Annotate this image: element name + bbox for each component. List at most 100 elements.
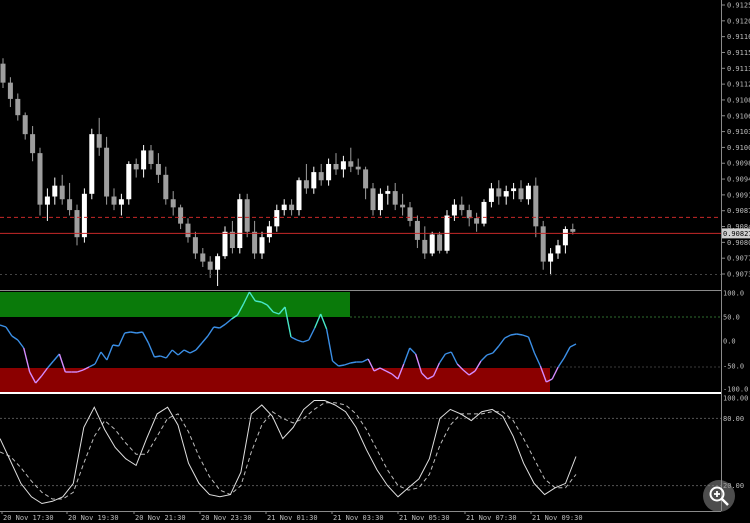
stoch-signal-line [0, 402, 577, 500]
cci-line-segment [308, 327, 316, 341]
cci-line-segment [183, 349, 191, 354]
candle-body [459, 204, 465, 211]
candle-body [141, 150, 147, 170]
time-tick-label: 21 Nov 07:30 [466, 514, 517, 522]
candle-body [318, 172, 324, 181]
cci-line-segment [344, 362, 351, 366]
candle-body [74, 210, 80, 238]
cci-line-segment [260, 301, 268, 306]
candle-body [163, 174, 169, 200]
cci-line-segment [29, 371, 37, 384]
time-tick-label: 20 Nov 17:30 [3, 514, 54, 522]
time-tick-label: 21 Nov 09:30 [532, 514, 583, 522]
cci-line-segment [361, 358, 369, 363]
price-panel[interactable] [0, 58, 721, 286]
stochastic-panel[interactable] [0, 400, 721, 505]
candle-body [340, 161, 346, 170]
cci-line-segment [415, 353, 423, 374]
cci-line-segment [112, 344, 119, 347]
price-tick-label: 0.90945 [727, 176, 750, 184]
candle-body [200, 253, 206, 262]
cci-line-segment [492, 345, 500, 354]
cci-line-segment [510, 333, 517, 336]
candle-body [104, 147, 110, 197]
candle-body [37, 153, 43, 205]
cci-line-segment [314, 313, 322, 329]
cci-line-segment [563, 346, 571, 359]
cci-line-segment [462, 369, 470, 376]
candle-body [377, 193, 383, 211]
price-tick-label: 0.91085 [727, 96, 750, 104]
cci-line-segment [0, 324, 7, 328]
candle-body [303, 180, 309, 189]
cci-line-segment [82, 366, 90, 371]
cci-tick-label: -100.0 [723, 386, 748, 394]
time-tick-label: 21 Nov 03:30 [333, 514, 384, 522]
cci-line-segment [52, 353, 60, 362]
cci-line-segment [325, 328, 334, 362]
price-tick-label: 0.90770 [727, 255, 750, 263]
time-tick-label: 20 Nov 19:30 [68, 514, 119, 522]
zoom-button[interactable] [703, 480, 735, 512]
candle-body [385, 191, 391, 194]
candle-body [266, 226, 272, 238]
candle-body [518, 188, 524, 200]
cci-tick-label: 100.0 [723, 290, 744, 298]
candle-body [570, 229, 576, 232]
cci-line-segment [141, 331, 150, 344]
cci-line-segment [557, 357, 565, 368]
cci-line-segment [338, 364, 345, 367]
candle-body [562, 229, 568, 246]
cci-line-segment [302, 339, 310, 343]
stoch-main-line [0, 400, 577, 505]
cci-line-segment [17, 339, 25, 349]
candle-body [370, 188, 376, 211]
cci-line-segment [255, 300, 262, 303]
cci-tick-label: 50.0 [723, 314, 740, 322]
cci-line-segment [41, 367, 49, 377]
cci-line-segment [118, 332, 126, 347]
cci-line-segment [516, 333, 523, 336]
cci-line-segment [527, 336, 536, 354]
price-tick-label: 0.91060 [727, 112, 750, 120]
cci-line-segment [58, 353, 66, 373]
overbought-zone [0, 292, 350, 317]
candle-body [237, 199, 243, 249]
cci-line-segment [165, 349, 173, 359]
oversold-zone [0, 368, 550, 392]
cci-line-segment [207, 326, 215, 337]
cci-line-segment [522, 334, 529, 338]
cci-line-segment [545, 378, 553, 383]
candle-body [311, 172, 317, 189]
current-price-tag [722, 228, 750, 239]
candle-body [111, 196, 117, 205]
cci-line-segment [278, 306, 286, 315]
candle-body [525, 185, 531, 200]
candle-body [155, 163, 161, 175]
cci-panel[interactable] [0, 291, 721, 392]
cci-line-segment [106, 344, 114, 361]
current-price-label: 0.90827 [723, 230, 750, 238]
cci-line-segment [450, 351, 458, 365]
candle-body [207, 261, 213, 270]
candle-body [355, 166, 361, 170]
candle-body [259, 237, 265, 254]
cci-line-segment [248, 291, 256, 302]
cci-line-segment [195, 342, 203, 351]
time-tick-label: 21 Nov 01:30 [267, 514, 318, 522]
price-tick-label: 0.91150 [727, 49, 750, 57]
candle-body [533, 185, 539, 227]
price-tick-label: 0.91005 [727, 144, 750, 152]
cci-line-segment [421, 372, 429, 380]
candle-body [7, 82, 13, 99]
cci-line-segment [231, 314, 238, 320]
cci-line-segment [46, 360, 54, 369]
candle-body [400, 204, 406, 208]
cci-line-segment [266, 304, 274, 313]
price-tick-label: 0.90875 [727, 207, 750, 215]
stoch-tick-label: 100.00 [723, 395, 748, 403]
price-tick-label: 0.91205 [727, 17, 750, 25]
candle-body [540, 226, 546, 262]
cci-line-segment [391, 373, 399, 380]
